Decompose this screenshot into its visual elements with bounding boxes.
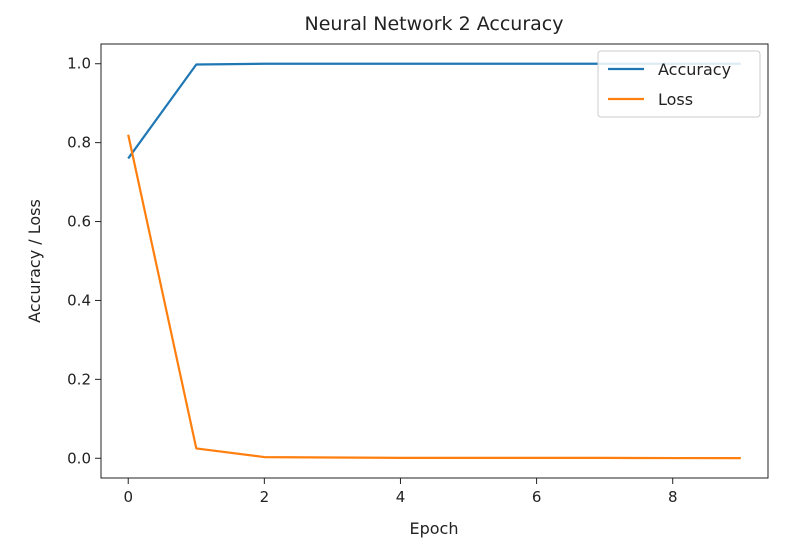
y-tick-label: 0.8	[67, 134, 91, 152]
y-tick-label: 0.0	[67, 449, 91, 467]
y-axis-label: Accuracy / Loss	[25, 199, 44, 323]
y-tick-label: 0.6	[67, 213, 91, 231]
x-tick-label: 2	[260, 488, 270, 506]
y-tick-label: 0.2	[67, 370, 91, 388]
legend-box	[597, 50, 761, 118]
x-tick-label: 0	[123, 488, 133, 506]
y-tick-label: 0.4	[67, 291, 91, 309]
y-tick-label: 1.0	[67, 55, 91, 73]
x-tick-label: 6	[532, 488, 542, 506]
x-tick-label: 4	[396, 488, 406, 506]
x-tick-label: 8	[668, 488, 678, 506]
axis-ticks: 0 2 4 6 8 0.0 0.2 0.4 0.6 0.8 1.0	[67, 55, 677, 506]
legend-label-loss: Loss	[658, 90, 693, 109]
x-axis-label: Epoch	[410, 519, 459, 538]
chart-title: Neural Network 2 Accuracy	[305, 13, 564, 35]
legend-label-accuracy: Accuracy	[658, 60, 731, 79]
series-line-loss	[127, 134, 741, 460]
legend: Accuracy Loss	[597, 50, 761, 118]
